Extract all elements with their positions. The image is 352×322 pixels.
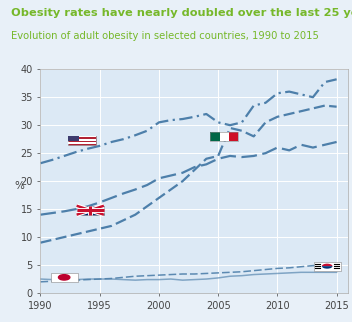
Wedge shape [322, 266, 332, 269]
Text: Evolution of adult obesity in selected countries, 1990 to 2015: Evolution of adult obesity in selected c… [11, 31, 319, 41]
Bar [314, 262, 341, 270]
Bar [210, 132, 238, 141]
Bar [68, 143, 95, 144]
Bar [68, 137, 95, 145]
Bar [68, 139, 95, 140]
Bar [77, 206, 104, 215]
Bar [210, 132, 220, 141]
Circle shape [58, 275, 70, 280]
Bar [68, 142, 95, 143]
Bar [229, 132, 238, 141]
Y-axis label: %: % [14, 181, 24, 191]
Text: Obesity rates have nearly doubled over the last 25 years: Obesity rates have nearly doubled over t… [11, 8, 352, 18]
Bar [68, 140, 95, 141]
Bar [220, 132, 229, 141]
Wedge shape [322, 264, 332, 266]
Bar [51, 273, 78, 282]
Bar [68, 137, 78, 141]
